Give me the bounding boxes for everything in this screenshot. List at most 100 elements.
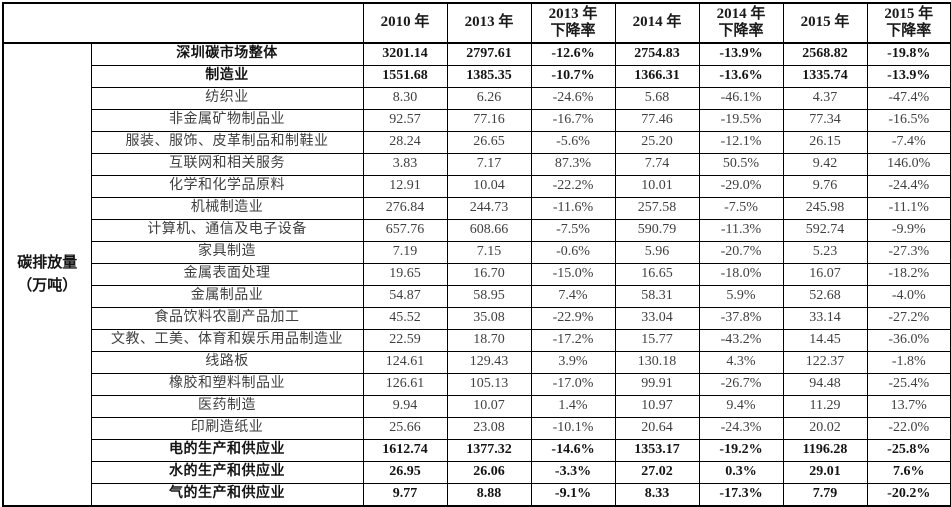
value-cell: 16.65: [614, 263, 700, 286]
value-cell: -7.5%: [698, 197, 784, 220]
value-cell: -20.7%: [698, 241, 784, 264]
value-cell: -13.6%: [698, 65, 784, 88]
row-label: 橡胶和塑料制品业: [90, 373, 364, 396]
value-cell: -22.2%: [530, 175, 616, 198]
value-cell: 54.87: [362, 285, 448, 308]
value-cell: -22.9%: [530, 307, 616, 330]
value-cell: 77.46: [614, 109, 700, 132]
value-cell: 9.77: [362, 483, 448, 507]
year-header-5: 2015 年: [782, 2, 868, 44]
value-cell: 99.91: [614, 373, 700, 396]
value-cell: 2797.61: [446, 42, 532, 66]
table-row: 金属表面处理 19.65 16.70 -15.0% 16.65 -18.0% 16.07 -1…: [3, 263, 951, 286]
value-cell: 7.17: [446, 153, 532, 176]
value-cell: 590.79: [614, 219, 700, 242]
value-cell: 3201.14: [362, 42, 448, 66]
value-cell: 4.3%: [698, 351, 784, 374]
row-label: 家具制造: [90, 241, 364, 264]
row-label: 金属表面处理: [90, 263, 364, 286]
row-label: 医药制造: [90, 395, 364, 418]
value-cell: 23.08: [446, 417, 532, 440]
table-row: 气的生产和供应业 9.77 8.88 -9.1% 8.33 -17.3% 7.79 -20.2…: [3, 483, 951, 507]
value-cell: 14.45: [782, 329, 868, 352]
value-cell: 4.37: [782, 87, 868, 110]
row-label: 气的生产和供应业: [90, 483, 364, 507]
value-cell: 28.24: [362, 131, 448, 154]
value-cell: 8.33: [614, 483, 700, 507]
row-label: 互联网和相关服务: [90, 153, 364, 176]
table-row: 非金属矿物制品业 92.57 77.16 -16.7% 77.46 -19.5% 77.34…: [3, 109, 951, 132]
value-cell: 8.30: [362, 87, 448, 110]
value-cell: 2754.83: [614, 42, 700, 66]
year-header-3: 2014 年: [614, 2, 700, 44]
value-cell: 26.06: [446, 461, 532, 484]
value-cell: 50.5%: [698, 153, 784, 176]
value-cell: 245.98: [782, 197, 868, 220]
value-cell: -43.2%: [698, 329, 784, 352]
value-cell: -11.3%: [698, 219, 784, 242]
value-cell: 1.4%: [530, 395, 616, 418]
value-cell: -20.2%: [866, 483, 951, 507]
value-cell: -3.3%: [530, 461, 616, 484]
value-cell: -9.9%: [866, 219, 951, 242]
table-row: 互联网和相关服务 3.83 7.17 87.3% 7.74 50.5% 9.42 146.0%: [3, 153, 951, 176]
value-cell: 7.4%: [530, 285, 616, 308]
value-cell: 25.20: [614, 131, 700, 154]
value-cell: 77.34: [782, 109, 868, 132]
table-row: 服装、服饰、皮革制品和制鞋业 28.24 26.65 -5.6% 25.20 -12.1%…: [3, 131, 951, 154]
value-cell: 126.61: [362, 373, 448, 396]
value-cell: 22.59: [362, 329, 448, 352]
value-cell: -7.5%: [530, 219, 616, 242]
value-cell: -29.0%: [698, 175, 784, 198]
value-cell: 26.65: [446, 131, 532, 154]
value-cell: 276.84: [362, 197, 448, 220]
value-cell: 16.07: [782, 263, 868, 286]
value-cell: -12.6%: [530, 42, 616, 66]
value-cell: 9.94: [362, 395, 448, 418]
value-cell: -22.0%: [866, 417, 951, 440]
value-cell: 16.70: [446, 263, 532, 286]
value-cell: -27.2%: [866, 307, 951, 330]
table-row: 化学和化学品原料 12.91 10.04 -22.2% 10.01 -29.0% 9.76-…: [3, 175, 951, 198]
value-cell: -13.9%: [698, 42, 784, 66]
value-cell: 15.77: [614, 329, 700, 352]
row-label: 机械制造业: [90, 197, 364, 220]
table-row: 文教、工美、体育和娱乐用品制造业 22.59 18.70 -17.2% 15.77 -43…: [3, 329, 951, 352]
table-row: 医药制造 9.94 10.07 1.4% 10.97 9.4% 11.29 13.7%: [3, 395, 951, 418]
value-cell: 7.19: [362, 241, 448, 264]
table-row: 水的生产和供应业 26.95 26.06 -3.3% 27.02 0.3% 29.01 7.6…: [3, 461, 951, 484]
table-row: 食品饮料农副产品加工 45.52 35.08 -22.9% 33.04 -37.8% 33.…: [3, 307, 951, 330]
corner-cell: [2, 2, 364, 44]
value-cell: 1551.68: [362, 65, 448, 88]
value-cell: -10.7%: [530, 65, 616, 88]
value-cell: 1335.74: [782, 65, 868, 88]
value-cell: 7.6%: [866, 461, 951, 484]
value-cell: -26.7%: [698, 373, 784, 396]
value-cell: 9.42: [782, 153, 868, 176]
value-cell: -16.5%: [866, 109, 951, 132]
value-cell: 29.01: [782, 461, 868, 484]
value-cell: -19.5%: [698, 109, 784, 132]
year-header-1: 2013 年: [446, 2, 532, 44]
value-cell: -37.8%: [698, 307, 784, 330]
table-row: 线路板 124.61 129.43 3.9% 130.18 4.3% 122.37 -1.8%: [3, 351, 951, 374]
value-cell: -5.6%: [530, 131, 616, 154]
value-cell: 130.18: [614, 351, 700, 374]
row-label: 化学和化学品原料: [90, 175, 364, 198]
value-cell: -25.8%: [866, 439, 951, 462]
value-cell: 244.73: [446, 197, 532, 220]
value-cell: 45.52: [362, 307, 448, 330]
row-label: 非金属矿物制品业: [90, 109, 364, 132]
value-cell: 7.74: [614, 153, 700, 176]
row-label: 电的生产和供应业: [90, 439, 364, 462]
value-cell: 5.23: [782, 241, 868, 264]
value-cell: 9.4%: [698, 395, 784, 418]
row-label: 金属制品业: [90, 285, 364, 308]
value-cell: 592.74: [782, 219, 868, 242]
year-header-6: 2015 年下降率: [866, 2, 951, 44]
table-row: 橡胶和塑料制品业 126.61 105.13 -17.0% 99.91 -26.7% 94.…: [3, 373, 951, 396]
value-cell: 5.9%: [698, 285, 784, 308]
value-cell: 94.48: [782, 373, 868, 396]
